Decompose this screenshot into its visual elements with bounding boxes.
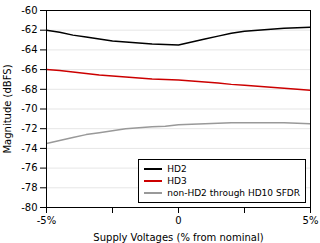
svg-text:-70: -70 xyxy=(21,103,37,114)
svg-text:-60: -60 xyxy=(21,5,37,16)
html-text:non-HD2 through HD10 SFDR: non-HD2 through HD10 SFDR xyxy=(167,188,300,198)
html-text:HD3: HD3 xyxy=(167,176,187,186)
svg-text:Supply Voltages (% from nomina: Supply Voltages (% from nominal) xyxy=(93,232,263,243)
svg-text:0: 0 xyxy=(175,215,181,226)
svg-text:-68: -68 xyxy=(21,84,37,95)
svg-text:-66: -66 xyxy=(21,64,37,75)
svg-text:5%: 5% xyxy=(303,215,319,226)
svg-text:-62: -62 xyxy=(21,24,37,35)
svg-text:-74: -74 xyxy=(21,143,37,154)
svg-text:-78: -78 xyxy=(21,182,37,193)
svg-text:-80: -80 xyxy=(21,202,37,213)
svg-text:-72: -72 xyxy=(21,123,37,134)
svg-text:-5%: -5% xyxy=(37,215,56,226)
html-text:HD2: HD2 xyxy=(167,164,187,174)
svg-text:-76: -76 xyxy=(21,162,37,173)
svg-text:Magnitude (dBFS): Magnitude (dBFS) xyxy=(2,64,13,153)
svg-text:-64: -64 xyxy=(21,44,37,55)
